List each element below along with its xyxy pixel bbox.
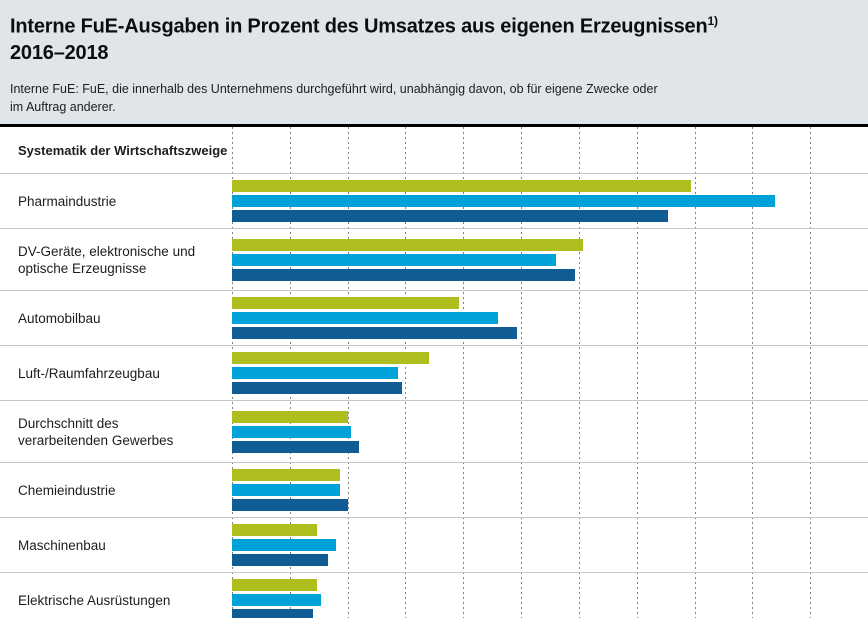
row-bars <box>232 401 868 462</box>
bar-2016 <box>232 469 340 481</box>
chart-header: Interne FuE-Ausgaben in Prozent des Umsa… <box>0 0 868 124</box>
bar-2018 <box>232 327 518 339</box>
chart-row: Maschinenbau <box>0 518 868 573</box>
row-bars <box>232 291 868 345</box>
row-label-line: Maschinenbau <box>18 537 106 553</box>
bar-2017 <box>232 195 776 207</box>
row-label: Durchschnitt des verarbeitenden Gewerbes <box>0 401 232 462</box>
chart-row: Durchschnitt des verarbeitenden Gewerbes <box>0 401 868 463</box>
bar-2016 <box>232 352 429 364</box>
chart-row: Automobilbau <box>0 291 868 346</box>
chart-row: Elektrische Ausrüstungen <box>0 573 868 618</box>
gridline <box>463 127 465 618</box>
bar-2017 <box>232 367 398 379</box>
column-header-label: Systematik der Wirtschaftszweige <box>18 142 228 158</box>
bar-2017 <box>232 539 337 551</box>
chart-row: DV-Geräte, elektronische und optische Erz… <box>0 229 868 291</box>
title-years: 2016–2018 <box>10 41 109 64</box>
bar-2016 <box>232 579 317 591</box>
bar-2016 <box>232 524 317 536</box>
title-text: Interne FuE-Ausgaben in Prozent des Umsa… <box>10 15 708 38</box>
bar-2017 <box>232 594 321 606</box>
footnote-marker: 1) <box>707 14 718 28</box>
subtitle-line-2: im Auftrag anderer. <box>10 99 116 114</box>
chart-row: Chemieindustrie <box>0 463 868 518</box>
row-label-line: verarbeitenden Gewerbes <box>18 432 174 448</box>
bar-2018 <box>232 268 576 281</box>
bar-2018 <box>232 609 313 618</box>
bar-2017 <box>232 312 498 324</box>
chart-rows: Pharmaindustrie DV-Geräte, elektronische… <box>0 174 868 618</box>
gridline <box>636 127 638 618</box>
row-label-line: optische Erzeugnisse <box>18 260 147 276</box>
subtitle-line-1: Interne FuE: FuE, die innerhalb des Unte… <box>10 81 658 96</box>
bar-2016 <box>232 410 348 423</box>
row-label: Maschinenbau <box>0 518 232 572</box>
row-label-line: Automobilbau <box>18 310 101 326</box>
bar-2018 <box>232 554 329 566</box>
header-rule <box>0 124 868 127</box>
row-label-line: Elektrische Ausrüstungen <box>18 592 171 608</box>
row-bars <box>232 573 868 618</box>
bar-2016 <box>232 297 460 309</box>
chart-row: Luft-/Raumfahrzeugbau <box>0 346 868 401</box>
row-bars <box>232 346 868 400</box>
row-label: Automobilbau <box>0 291 232 345</box>
bar-2018 <box>232 499 348 511</box>
bar-2017 <box>232 425 352 438</box>
chart-subtitle: Interne FuE: FuE, die innerhalb des Unte… <box>10 80 850 116</box>
bar-2016 <box>232 238 583 251</box>
bar-2016 <box>232 180 691 192</box>
row-label-line: DV-Geräte, elektronische und <box>18 243 196 259</box>
row-bars <box>232 174 868 228</box>
row-bars <box>232 229 868 290</box>
bar-2018 <box>232 440 360 453</box>
gridline <box>752 127 754 618</box>
chart-area: Systematik der Wirtschaftszweige Pharmai… <box>0 127 868 618</box>
row-label-line: Durchschnitt des <box>18 415 119 431</box>
row-bars <box>232 518 868 572</box>
gridline <box>578 127 580 618</box>
gridline <box>521 127 523 618</box>
bar-2017 <box>232 484 340 496</box>
gridline <box>694 127 696 618</box>
row-label-line: Pharmaindustrie <box>18 193 117 209</box>
row-label: Elektrische Ausrüstungen <box>0 573 232 618</box>
row-label: Luft-/Raumfahrzeugbau <box>0 346 232 400</box>
bar-2018 <box>232 382 402 394</box>
gridline <box>405 127 407 618</box>
bar-2017 <box>232 253 556 266</box>
row-label-line: Chemieindustrie <box>18 482 116 498</box>
row-bars <box>232 463 868 517</box>
row-label: Pharmaindustrie <box>0 174 232 228</box>
chart-row: Pharmaindustrie <box>0 174 868 229</box>
row-label-line: Luft-/Raumfahrzeugbau <box>18 365 160 381</box>
gridline <box>810 127 812 618</box>
chart-title: Interne FuE-Ausgaben in Prozent des Umsa… <box>10 8 850 66</box>
column-header-row: Systematik der Wirtschaftszweige <box>0 127 868 174</box>
row-label: Chemieindustrie <box>0 463 232 517</box>
row-label: DV-Geräte, elektronische und optische Erz… <box>0 229 232 290</box>
bar-2018 <box>232 210 668 222</box>
